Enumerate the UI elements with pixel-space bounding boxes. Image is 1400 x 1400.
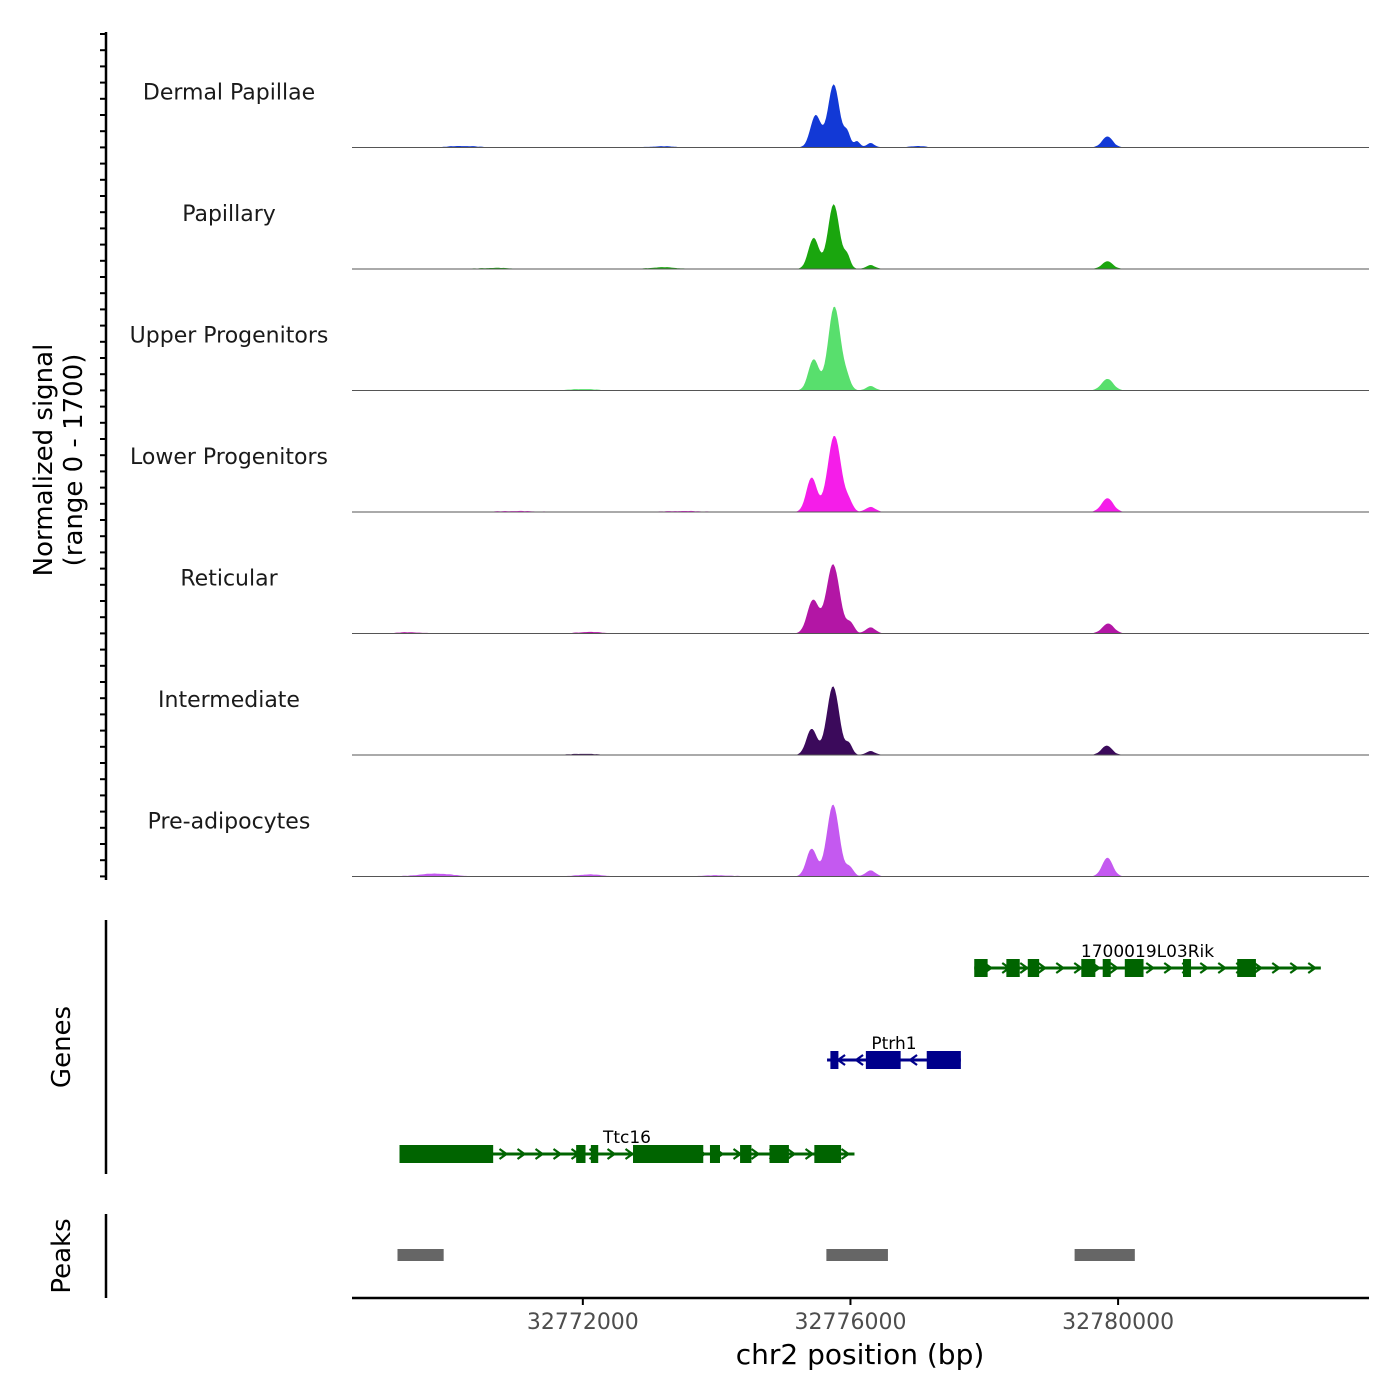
x-tick-label: 32772000 — [527, 1310, 639, 1335]
gene-exon — [740, 1145, 752, 1163]
strand-arrow — [1199, 962, 1210, 974]
gene-exon — [1124, 959, 1144, 977]
signal-area — [352, 84, 1369, 148]
track-label: Intermediate — [158, 688, 300, 713]
signal-area — [352, 804, 1369, 877]
gene-exon — [1102, 959, 1111, 977]
track-label: Upper Progenitors — [130, 324, 329, 349]
track-3: Lower Progenitors — [130, 435, 1369, 513]
track-0: Dermal Papillae — [143, 81, 1369, 148]
gene-exon — [974, 959, 988, 977]
strand-arrow — [1019, 962, 1030, 974]
peaks-label: Peaks — [47, 1218, 77, 1293]
gene-exon — [1237, 959, 1256, 977]
track-6: Pre-adipocytes — [148, 804, 1369, 877]
signal-area — [352, 306, 1369, 391]
gene-exon — [926, 1051, 961, 1069]
strand-arrow — [534, 1148, 545, 1160]
peak-region-bar — [397, 1249, 444, 1261]
strand-arrow — [1271, 962, 1282, 974]
gene-1700019L03Rik: 1700019L03Rik — [974, 942, 1321, 977]
strand-arrow — [1217, 962, 1228, 974]
coverage-tracks: Dermal Papillae Papillary Upper Progenitor… — [130, 81, 1369, 877]
gene-Ptrh1: Ptrh1 — [827, 1034, 961, 1069]
gene-exon — [769, 1145, 789, 1163]
gene-models: 1700019L03Rik Ptrh1 Ttc16 — [399, 942, 1321, 1163]
signal-y-ticks — [100, 33, 106, 878]
signal-area — [352, 564, 1369, 634]
strand-arrow — [1307, 962, 1318, 974]
track-label: Pre-adipocytes — [148, 810, 311, 835]
x-axis-ticks: 32772000 32776000 32780000 — [527, 1298, 1174, 1335]
track-4: Reticular — [180, 564, 1369, 634]
strand-arrow — [804, 1148, 815, 1160]
gene-name-label: 1700019L03Rik — [1081, 942, 1214, 962]
strand-arrow — [1037, 962, 1048, 974]
peak-regions — [397, 1249, 1135, 1261]
gene-exon — [709, 1145, 720, 1163]
track-1: Papillary — [182, 202, 1369, 270]
gene-exon — [590, 1145, 599, 1163]
strand-arrow — [606, 1148, 617, 1160]
strand-arrow — [498, 1148, 509, 1160]
strand-arrow — [1109, 962, 1120, 974]
signal-area — [352, 435, 1369, 512]
strand-arrow — [786, 1148, 797, 1160]
track-label: Lower Progenitors — [130, 445, 328, 470]
gene-exon — [1182, 959, 1192, 977]
strand-arrow — [1253, 962, 1264, 974]
strand-arrow — [1055, 962, 1066, 974]
gene-exon — [1027, 959, 1040, 977]
strand-arrow — [908, 1054, 918, 1066]
ylabel-line2: (range 0 - 1700) — [59, 354, 89, 567]
gene-exon — [633, 1145, 704, 1163]
strand-arrow — [840, 1148, 851, 1160]
genes-label: Genes — [47, 1006, 77, 1088]
ylabel-line1: Normalized signal — [29, 344, 59, 577]
signal-area — [352, 686, 1369, 755]
gene-exon — [1081, 959, 1096, 977]
x-axis-label: chr2 position (bp) — [736, 1338, 985, 1371]
strand-arrow — [854, 1054, 864, 1066]
strand-arrow — [1073, 962, 1084, 974]
strand-arrow — [1289, 962, 1300, 974]
gene-exon — [576, 1145, 586, 1163]
track-label: Reticular — [180, 567, 278, 592]
gene-exon — [865, 1051, 901, 1069]
gene-Ttc16: Ttc16 — [399, 1128, 855, 1163]
gene-exon — [1006, 959, 1020, 977]
x-tick-label: 32780000 — [1062, 1310, 1174, 1335]
gene-name-label: Ptrh1 — [871, 1034, 916, 1054]
peak-region-bar — [1074, 1249, 1135, 1261]
x-tick-label: 32776000 — [794, 1310, 906, 1335]
strand-arrow — [1163, 962, 1174, 974]
strand-arrow — [750, 1148, 761, 1160]
peak-region-bar — [826, 1249, 888, 1261]
gene-name-label: Ttc16 — [602, 1128, 651, 1148]
track-label: Papillary — [182, 202, 276, 227]
track-2: Upper Progenitors — [130, 306, 1369, 391]
signal-area — [352, 204, 1369, 269]
strand-arrow — [624, 1148, 635, 1160]
gene-exon — [399, 1145, 494, 1163]
gene-exon — [830, 1051, 839, 1069]
track-label: Dermal Papillae — [143, 81, 315, 106]
strand-arrow — [552, 1148, 563, 1160]
gene-exon — [814, 1145, 842, 1163]
strand-arrow — [516, 1148, 527, 1160]
track-5: Intermediate — [158, 686, 1369, 756]
strand-arrow — [1145, 962, 1156, 974]
